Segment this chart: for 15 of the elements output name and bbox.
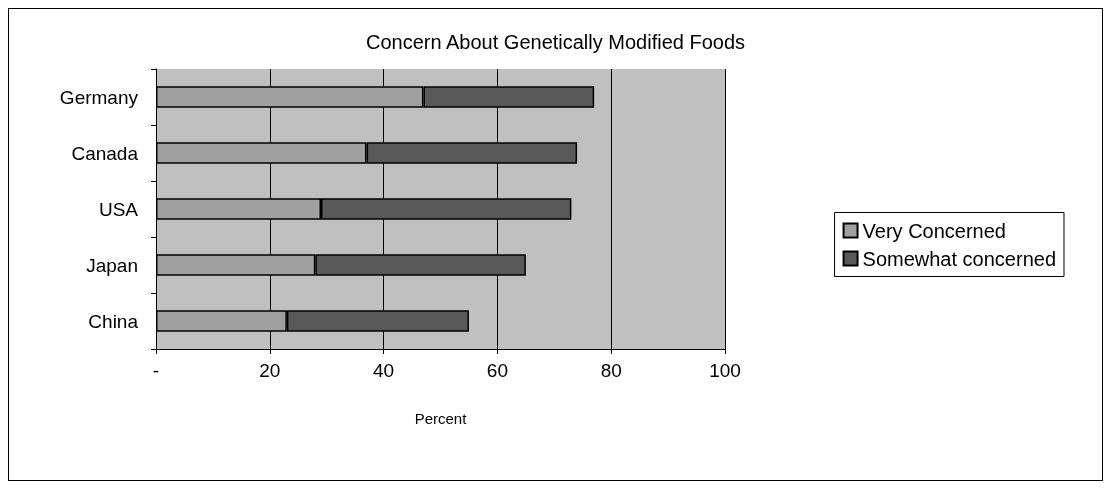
x-tick-label: 20: [259, 360, 281, 381]
x-tick-label: 40: [373, 360, 395, 381]
x-tick-label: 100: [709, 360, 741, 381]
y-tick-label: Canada: [71, 142, 139, 164]
y-tick-label: Japan: [86, 254, 138, 276]
chart-title: Concern About Genetically Modified Foods: [365, 31, 746, 53]
legend-label: Very Concerned: [862, 219, 1006, 242]
x-tick-label: 60: [486, 360, 508, 381]
x-tick-label: 80: [600, 360, 622, 381]
x-axis-title: Percent: [414, 410, 468, 427]
x-tick-label: -: [152, 360, 160, 381]
y-tick-label: USA: [98, 198, 139, 220]
y-tick-label: Germany: [59, 86, 139, 108]
legend-label: Somewhat concerned: [862, 247, 1057, 270]
y-tick-label: China: [88, 310, 139, 332]
